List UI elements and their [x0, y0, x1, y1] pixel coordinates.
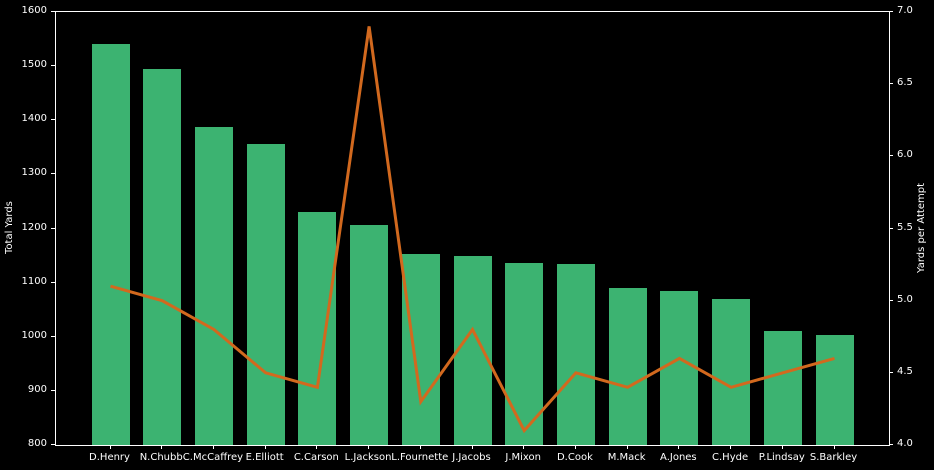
tick-mark	[264, 445, 266, 449]
y-tick-label-left: 1000	[21, 329, 47, 341]
x-tick-label: M.Mack	[607, 452, 646, 463]
bar	[350, 225, 389, 445]
tick-mark	[316, 445, 318, 449]
tick-mark	[51, 389, 55, 391]
x-tick-label: L.Jackson	[344, 452, 392, 463]
tick-mark	[574, 445, 576, 449]
tick-mark	[889, 227, 893, 229]
x-tick-label: N.Chubb	[139, 452, 183, 463]
y-tick-label-left: 800	[27, 438, 47, 449]
y-tick-label-right: 4.0	[897, 438, 913, 449]
tick-mark	[212, 445, 214, 449]
line-series	[110, 26, 835, 434]
tick-mark	[51, 335, 55, 337]
bar	[763, 330, 802, 445]
x-tick-label: P.Lindsay	[758, 452, 805, 463]
bar	[91, 44, 130, 445]
tick-mark	[889, 11, 893, 12]
y-tick-label-left: 1300	[21, 167, 47, 179]
tick-mark	[368, 445, 370, 449]
tick-mark	[471, 445, 473, 449]
bar	[246, 143, 285, 445]
bar	[453, 255, 492, 445]
tick-mark	[889, 371, 893, 373]
bar	[815, 335, 854, 445]
y-tick-label-left: 900	[27, 383, 47, 395]
x-tick-label: D.Cook	[556, 452, 593, 463]
y-tick-label-left: 1600	[21, 5, 47, 16]
x-tick-label: S.Barkley	[809, 452, 858, 463]
tick-mark	[51, 281, 55, 283]
tick-mark	[109, 445, 111, 449]
tick-mark	[889, 83, 893, 85]
tick-mark	[51, 11, 55, 12]
tick-mark	[833, 445, 835, 449]
y-tick-label-right: 6.5	[897, 77, 913, 89]
tick-mark	[889, 299, 893, 301]
tick-mark	[889, 155, 893, 157]
tick-mark	[51, 444, 55, 445]
bar	[712, 298, 751, 445]
bar	[143, 69, 182, 445]
x-tick-label: E.Elliott	[245, 452, 284, 463]
tick-mark	[51, 173, 55, 175]
y-tick-label-left: 1200	[21, 221, 47, 233]
tick-mark	[626, 445, 628, 449]
x-tick-label: C.McCaffrey	[182, 452, 244, 463]
x-tick-label: D.Henry	[89, 452, 130, 463]
tick-mark	[51, 119, 55, 121]
bar	[401, 254, 440, 445]
bar	[194, 127, 233, 445]
tick-mark	[889, 444, 893, 445]
tick-mark	[523, 445, 525, 449]
y-tick-label-left: 1500	[21, 59, 47, 71]
tick-mark	[730, 445, 732, 449]
x-tick-label: C.Carson	[293, 452, 339, 463]
x-tick-label: A.Jones	[660, 452, 697, 463]
x-tick-label: J.Jacobs	[452, 452, 491, 463]
tick-mark	[781, 445, 783, 449]
bar	[608, 287, 647, 445]
tick-mark	[51, 65, 55, 67]
bar	[298, 212, 337, 445]
y-tick-label-right: 6.0	[897, 149, 913, 161]
y-tick-label-left: 1400	[21, 113, 47, 125]
x-tick-label: C.Hyde	[712, 452, 749, 463]
tick-mark	[419, 445, 421, 449]
plot-area	[55, 11, 890, 446]
bar	[556, 263, 595, 445]
y-tick-label-right: 7.0	[897, 5, 913, 16]
bar	[660, 291, 699, 445]
tick-mark	[51, 227, 55, 229]
x-tick-label: J.Mixon	[505, 452, 542, 463]
y-tick-label-right: 4.5	[897, 365, 913, 377]
x-tick-label: L.Fournette	[391, 452, 449, 463]
y-tick-label-right: 5.0	[897, 293, 913, 305]
tick-mark	[161, 445, 163, 449]
y-tick-label-right: 5.5	[897, 221, 913, 233]
y-tick-label-left: 1100	[21, 275, 47, 287]
tick-mark	[678, 445, 680, 449]
